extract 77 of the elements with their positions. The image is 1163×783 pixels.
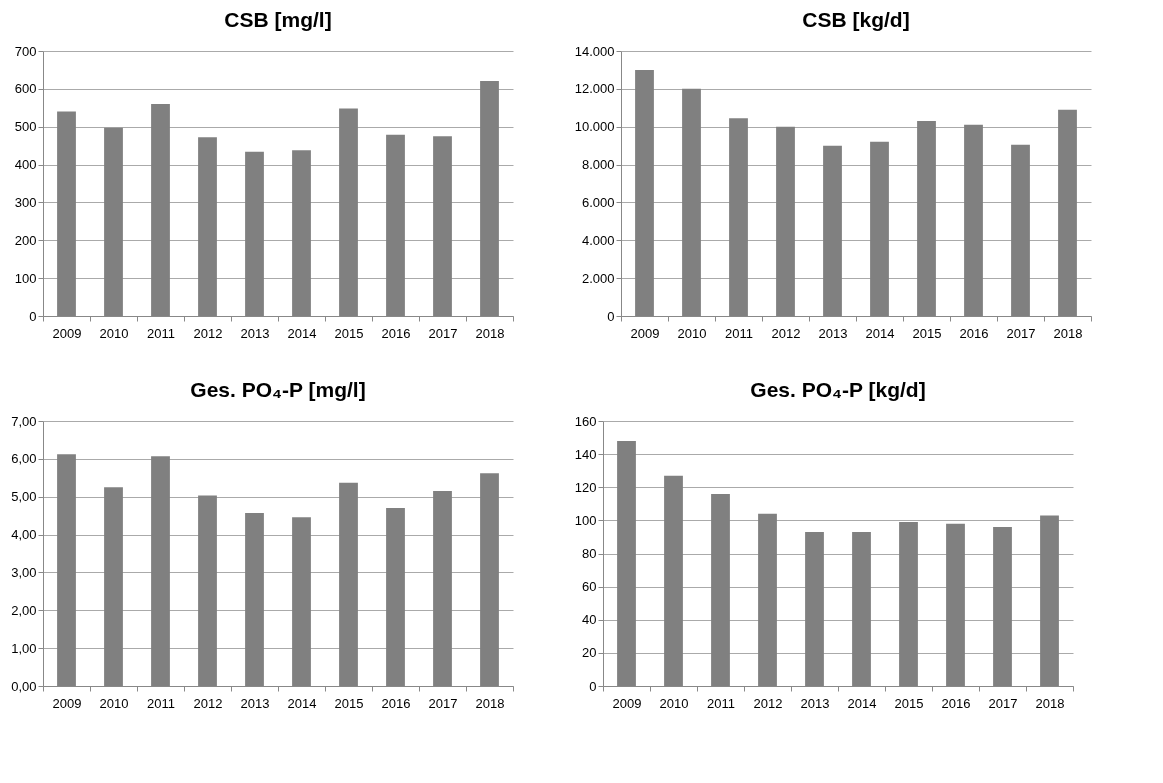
- x-tick-label: 2017: [428, 325, 458, 341]
- x-tick-label: 2018: [1035, 695, 1065, 711]
- x-tick-label: 2013: [818, 325, 848, 341]
- y-tick-label: 80: [582, 546, 597, 561]
- x-tick-label: 2015: [334, 695, 364, 711]
- x-tick-label: 2010: [659, 695, 689, 711]
- x-tick-label: 2011: [147, 695, 175, 711]
- y-tick-label: 0: [589, 678, 597, 694]
- x-tick-label: 2017: [1006, 325, 1036, 341]
- y-tick-label: 2,00: [11, 602, 37, 618]
- x-tick-label: 2016: [959, 325, 989, 341]
- x-tick-label: 2012: [193, 325, 223, 341]
- x-tick-label: 2014: [865, 325, 895, 341]
- y-tick-label: 10.000: [574, 119, 615, 135]
- x-tick-label: 2016: [381, 325, 411, 341]
- x-tick-label: 2017: [428, 695, 458, 711]
- y-tick-label: 6.000: [581, 194, 615, 210]
- chart-title: Ges. PO₄-P [kg/d]: [750, 378, 926, 401]
- y-tick-label: 600: [14, 81, 37, 97]
- y-tick-label: 100: [14, 270, 37, 286]
- y-tick-label: 140: [574, 446, 597, 462]
- x-tick-label: 2013: [240, 695, 270, 711]
- x-tick-label: 2009: [630, 325, 660, 341]
- y-tick-label: 8.000: [581, 157, 615, 173]
- x-tick-label: 2011: [707, 695, 735, 711]
- x-tick-label: 2018: [1053, 325, 1083, 341]
- y-tick-label: 20: [582, 645, 597, 661]
- y-tick-label: 160: [574, 413, 597, 429]
- y-tick-label: 14.000: [574, 43, 615, 59]
- x-tick-label: 2014: [847, 695, 877, 711]
- chart-title: Ges. PO₄-P [mg/l]: [190, 378, 366, 401]
- y-tick-label: 120: [574, 479, 597, 495]
- y-tick-label: 12.000: [574, 81, 615, 97]
- y-tick-label: 0: [29, 308, 37, 324]
- chart-title: CSB [kg/d]: [802, 8, 910, 31]
- y-tick-label: 0: [607, 308, 615, 324]
- y-tick-label: 700: [14, 43, 37, 59]
- x-tick-label: 2011: [147, 325, 175, 341]
- x-tick-label: 2018: [475, 695, 505, 711]
- x-tick-label: 2009: [52, 325, 82, 341]
- x-tick-label: 2015: [912, 325, 942, 341]
- y-tick-label: 7,00: [11, 413, 37, 429]
- y-tick-label: 300: [14, 194, 37, 210]
- x-tick-label: 2012: [753, 695, 783, 711]
- x-tick-label: 2015: [894, 695, 924, 711]
- y-tick-label: 1,00: [11, 640, 37, 656]
- x-tick-label: 2016: [381, 695, 411, 711]
- x-tick-label: 2009: [612, 695, 642, 711]
- y-tick-label: 5,00: [11, 489, 37, 505]
- x-tick-label: 2014: [287, 325, 317, 341]
- x-tick-label: 2017: [988, 695, 1018, 711]
- y-tick-label: 60: [582, 579, 597, 595]
- x-tick-label: 2014: [287, 695, 317, 711]
- x-tick-label: 2013: [800, 695, 830, 711]
- x-tick-label: 2010: [677, 325, 707, 341]
- y-tick-label: 200: [14, 232, 37, 248]
- y-tick-label: 4.000: [581, 232, 615, 248]
- y-tick-label: 400: [14, 157, 37, 173]
- y-tick-label: 4,00: [11, 527, 37, 543]
- x-tick-label: 2012: [771, 325, 801, 341]
- y-tick-label: 3,00: [11, 564, 37, 580]
- x-tick-label: 2012: [193, 695, 223, 711]
- x-tick-label: 2011: [725, 325, 753, 341]
- y-tick-label: 40: [582, 612, 597, 628]
- chart-title: CSB [mg/l]: [224, 8, 332, 31]
- y-tick-label: 2.000: [581, 270, 615, 286]
- x-tick-label: 2013: [240, 325, 270, 341]
- x-tick-label: 2016: [941, 695, 971, 711]
- x-tick-label: 2010: [99, 695, 129, 711]
- y-tick-label: 100: [574, 512, 597, 528]
- x-tick-label: 2010: [99, 325, 129, 341]
- y-tick-label: 0,00: [11, 678, 37, 694]
- x-tick-label: 2009: [52, 695, 82, 711]
- y-tick-label: 500: [14, 119, 37, 135]
- y-tick-label: 6,00: [11, 451, 37, 467]
- x-tick-label: 2018: [475, 325, 505, 341]
- x-tick-label: 2015: [334, 325, 364, 341]
